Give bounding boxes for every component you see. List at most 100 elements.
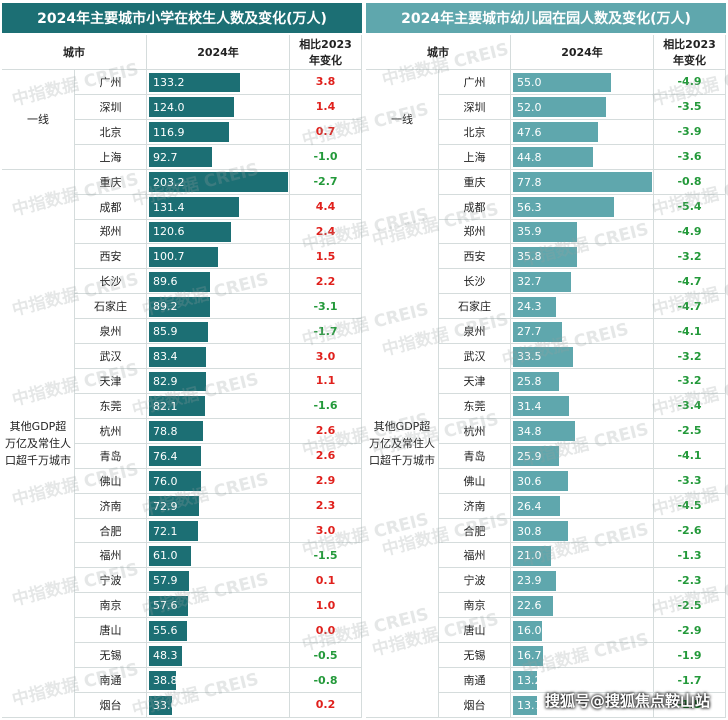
header-change: 相比2023年变化 — [654, 35, 726, 70]
change: 0.2 — [290, 693, 362, 718]
value-label: 16.7 — [517, 649, 542, 663]
change: -1.6 — [290, 393, 362, 419]
bar — [513, 471, 568, 492]
header-value: 2024年 — [147, 35, 290, 70]
city: 长沙 — [75, 269, 147, 295]
bar — [149, 620, 188, 641]
value-label: 82.9 — [153, 374, 178, 388]
city: 广州 — [439, 70, 511, 95]
value-cell — [511, 468, 654, 494]
value-label: 116.9 — [153, 125, 185, 139]
city: 重庆 — [75, 169, 147, 195]
bar — [149, 496, 199, 517]
value-label: 44.8 — [517, 150, 542, 164]
city: 南京 — [75, 593, 147, 619]
city: 佛山 — [439, 468, 511, 494]
bar — [513, 670, 537, 691]
value-cell — [147, 543, 290, 569]
change: -1.7 — [290, 319, 362, 345]
value-label: 30.8 — [517, 524, 542, 538]
value-label: 26.4 — [517, 499, 542, 513]
value-cell — [147, 668, 290, 693]
bar — [513, 570, 556, 591]
value-cell — [147, 643, 290, 669]
bar — [149, 271, 211, 292]
bar — [149, 645, 183, 666]
change: 2.6 — [290, 418, 362, 444]
change: -1.3 — [654, 543, 726, 569]
value-label: 57.9 — [153, 574, 178, 588]
value-label: 25.9 — [517, 449, 542, 463]
value-label: 78.8 — [153, 424, 178, 438]
change: 4.4 — [290, 194, 362, 220]
city: 福州 — [439, 543, 511, 569]
bar — [513, 645, 543, 666]
header-value: 2024年 — [511, 35, 654, 70]
bar — [149, 321, 208, 342]
value-cell — [147, 269, 290, 295]
bar — [149, 97, 234, 118]
change: -2.9 — [654, 618, 726, 644]
bar — [513, 421, 576, 442]
value-cell — [511, 319, 654, 345]
bar — [149, 421, 203, 442]
value-label: 35.9 — [517, 225, 542, 239]
bar — [149, 670, 176, 691]
value-label: 76.4 — [153, 449, 178, 463]
change: 1.1 — [290, 369, 362, 394]
change: 3.0 — [290, 344, 362, 370]
value-label: 23.9 — [517, 574, 542, 588]
city: 无锡 — [439, 643, 511, 669]
change: -3.5 — [654, 94, 726, 120]
value-label: 124.0 — [153, 100, 185, 114]
value-cell — [147, 693, 290, 718]
value-label: 31.4 — [517, 399, 542, 413]
city: 石家庄 — [439, 294, 511, 320]
value-label: 21.0 — [517, 549, 542, 563]
value-cell — [511, 269, 654, 295]
city: 唐山 — [75, 618, 147, 644]
value-label: 203.2 — [153, 175, 185, 189]
value-cell — [147, 369, 290, 394]
change: 1.0 — [290, 593, 362, 619]
city: 上海 — [439, 144, 511, 170]
change: -2.6 — [654, 518, 726, 544]
value-label: 16.0 — [517, 624, 542, 638]
city: 杭州 — [439, 418, 511, 444]
bar — [149, 296, 211, 317]
value-cell — [147, 443, 290, 469]
value-label: 100.7 — [153, 250, 185, 264]
value-label: 133.2 — [153, 75, 185, 89]
change: -1.5 — [290, 543, 362, 569]
value-label: 22.6 — [517, 599, 542, 613]
city: 青岛 — [439, 443, 511, 469]
city: 东莞 — [439, 393, 511, 419]
value-cell — [511, 493, 654, 519]
city: 南通 — [439, 668, 511, 693]
value-cell — [511, 94, 654, 120]
value-label: 72.1 — [153, 524, 178, 538]
value-label: 77.8 — [517, 175, 542, 189]
city: 泉州 — [75, 319, 147, 345]
change: 2.6 — [290, 443, 362, 469]
value-cell — [511, 194, 654, 220]
value-label: 48.3 — [153, 649, 178, 663]
value-cell — [511, 543, 654, 569]
change: -2.5 — [654, 418, 726, 444]
change: -3.9 — [654, 119, 726, 145]
change: 1.4 — [290, 94, 362, 120]
change: 1.5 — [290, 244, 362, 270]
bar — [513, 695, 538, 716]
value-cell — [511, 70, 654, 95]
bar — [513, 147, 594, 168]
change: -2.7 — [290, 169, 362, 195]
city: 南京 — [439, 593, 511, 619]
value-label: 52.0 — [517, 100, 542, 114]
bar — [513, 222, 578, 242]
change: -0.5 — [290, 643, 362, 669]
city: 宁波 — [75, 568, 147, 594]
city: 深圳 — [75, 94, 147, 120]
change: -4.7 — [654, 294, 726, 320]
value-label: 25.8 — [517, 374, 542, 388]
city: 广州 — [75, 70, 147, 95]
